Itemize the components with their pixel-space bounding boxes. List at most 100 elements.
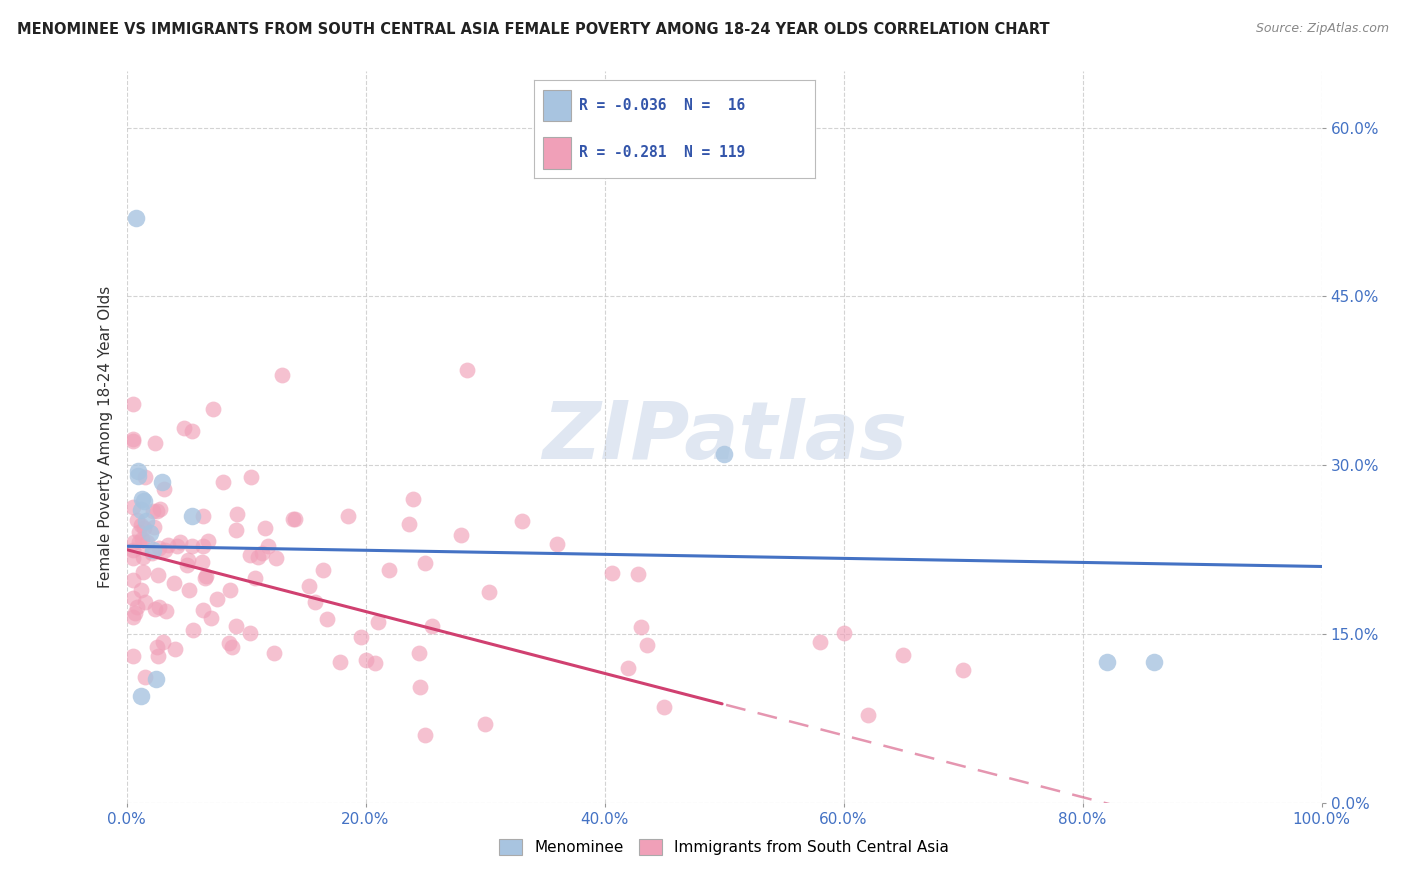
Point bbox=[239, 548, 262, 562]
Point bbox=[152, 482, 174, 496]
Point bbox=[450, 528, 472, 542]
Text: Source: ZipAtlas.com: Source: ZipAtlas.com bbox=[1256, 22, 1389, 36]
Point bbox=[153, 542, 176, 557]
Point bbox=[121, 396, 143, 410]
Point bbox=[336, 508, 359, 523]
Point bbox=[122, 500, 145, 515]
Point bbox=[127, 469, 149, 483]
Point bbox=[200, 611, 222, 625]
Point bbox=[177, 583, 200, 598]
Point bbox=[378, 563, 401, 577]
Point bbox=[281, 512, 304, 526]
Point bbox=[253, 521, 276, 535]
Point bbox=[207, 592, 229, 607]
Point bbox=[221, 640, 243, 655]
Point bbox=[181, 539, 204, 553]
Point bbox=[270, 368, 294, 383]
Text: R = -0.036  N =  16: R = -0.036 N = 16 bbox=[579, 98, 745, 113]
Point bbox=[246, 549, 269, 564]
Point bbox=[413, 728, 436, 742]
Point bbox=[125, 600, 148, 615]
Point bbox=[135, 535, 157, 549]
Point bbox=[150, 475, 174, 489]
Point bbox=[142, 542, 165, 557]
Point bbox=[134, 670, 156, 684]
Point bbox=[808, 635, 831, 649]
Point bbox=[129, 503, 152, 517]
Point bbox=[156, 538, 179, 552]
Point bbox=[181, 425, 204, 439]
Point bbox=[127, 513, 149, 527]
Point bbox=[152, 635, 174, 649]
Point bbox=[129, 689, 152, 703]
Legend: Menominee, Immigrants from South Central Asia: Menominee, Immigrants from South Central… bbox=[494, 833, 955, 861]
Y-axis label: Female Poverty Among 18-24 Year Olds: Female Poverty Among 18-24 Year Olds bbox=[97, 286, 112, 588]
Point bbox=[169, 534, 191, 549]
Point bbox=[402, 491, 425, 506]
Point bbox=[135, 515, 157, 529]
Point bbox=[201, 401, 224, 416]
Point bbox=[131, 532, 153, 546]
Point bbox=[832, 625, 855, 640]
Point bbox=[121, 551, 143, 566]
Point bbox=[510, 514, 533, 528]
Point bbox=[146, 648, 169, 663]
Point bbox=[173, 421, 195, 435]
Point bbox=[194, 569, 217, 583]
Point bbox=[127, 464, 149, 478]
Point bbox=[212, 475, 235, 489]
Point bbox=[602, 566, 624, 580]
Point bbox=[191, 508, 214, 523]
Point bbox=[121, 648, 143, 663]
Bar bbox=[543, 90, 571, 121]
Point bbox=[177, 552, 200, 566]
Point bbox=[329, 655, 352, 669]
Point bbox=[124, 535, 146, 549]
Point bbox=[420, 619, 443, 633]
Point bbox=[193, 602, 215, 616]
Point bbox=[176, 558, 198, 573]
Point bbox=[181, 624, 204, 638]
Point bbox=[141, 546, 163, 560]
Point bbox=[146, 640, 169, 654]
Text: MENOMINEE VS IMMIGRANTS FROM SOUTH CENTRAL ASIA FEMALE POVERTY AMONG 18-24 YEAR : MENOMINEE VS IMMIGRANTS FROM SOUTH CENTR… bbox=[17, 22, 1049, 37]
Point bbox=[163, 576, 186, 591]
Point bbox=[413, 556, 436, 570]
Point bbox=[134, 494, 156, 508]
Point bbox=[131, 491, 153, 506]
Point bbox=[263, 646, 285, 660]
Point bbox=[121, 434, 143, 448]
Point bbox=[316, 612, 339, 626]
Point bbox=[132, 521, 155, 535]
Point bbox=[474, 717, 496, 731]
Point bbox=[398, 517, 420, 532]
Point bbox=[218, 583, 240, 598]
Point bbox=[952, 663, 974, 677]
Point bbox=[856, 707, 879, 722]
Point bbox=[1143, 655, 1166, 669]
Point bbox=[146, 503, 169, 517]
Point bbox=[121, 574, 143, 588]
Point bbox=[239, 626, 262, 640]
Point bbox=[146, 567, 169, 582]
Point bbox=[190, 555, 212, 569]
Point bbox=[143, 520, 166, 534]
Point bbox=[652, 700, 675, 714]
Point bbox=[630, 620, 652, 634]
Point bbox=[143, 602, 166, 616]
Text: R = -0.281  N = 119: R = -0.281 N = 119 bbox=[579, 145, 745, 161]
Point bbox=[124, 606, 146, 620]
Point bbox=[145, 672, 167, 686]
Point bbox=[713, 447, 735, 461]
Point bbox=[197, 534, 219, 549]
Point bbox=[478, 585, 501, 599]
Point bbox=[245, 571, 267, 585]
Point bbox=[134, 470, 156, 484]
Point bbox=[257, 539, 280, 553]
Point bbox=[1095, 655, 1118, 669]
Bar bbox=[543, 137, 571, 169]
Point bbox=[148, 541, 170, 556]
Point bbox=[128, 534, 150, 549]
Point bbox=[350, 630, 373, 644]
Point bbox=[121, 543, 143, 558]
